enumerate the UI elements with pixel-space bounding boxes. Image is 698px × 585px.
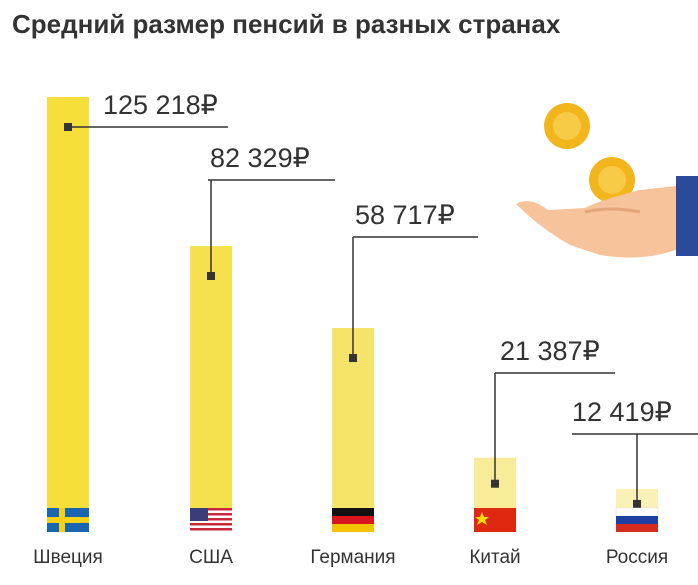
- flags: [47, 507, 659, 532]
- leader-dot: [349, 354, 357, 363]
- value-label: 125 218₽: [103, 90, 218, 120]
- chart-title: Средний размер пенсий в разных странах: [12, 9, 561, 39]
- leader-dot: [207, 271, 215, 280]
- leader-dot: [64, 123, 72, 131]
- leader-dot: [633, 499, 641, 508]
- x-tick-label: Китай: [469, 547, 520, 568]
- x-tick-label: Швеция: [33, 547, 103, 568]
- x-tick-label: США: [189, 547, 233, 568]
- x-tick-label: Германия: [310, 547, 395, 568]
- value-label: 12 419₽: [572, 397, 672, 427]
- value-label: 58 717₽: [355, 200, 455, 230]
- x-tick-label: Россия: [606, 547, 668, 568]
- leader-dot: [491, 479, 499, 488]
- illustration: [516, 103, 698, 258]
- value-label: 21 387₽: [500, 336, 600, 366]
- bar: [190, 245, 232, 532]
- bar: [47, 97, 89, 532]
- value-label: 82 329₽: [210, 143, 310, 173]
